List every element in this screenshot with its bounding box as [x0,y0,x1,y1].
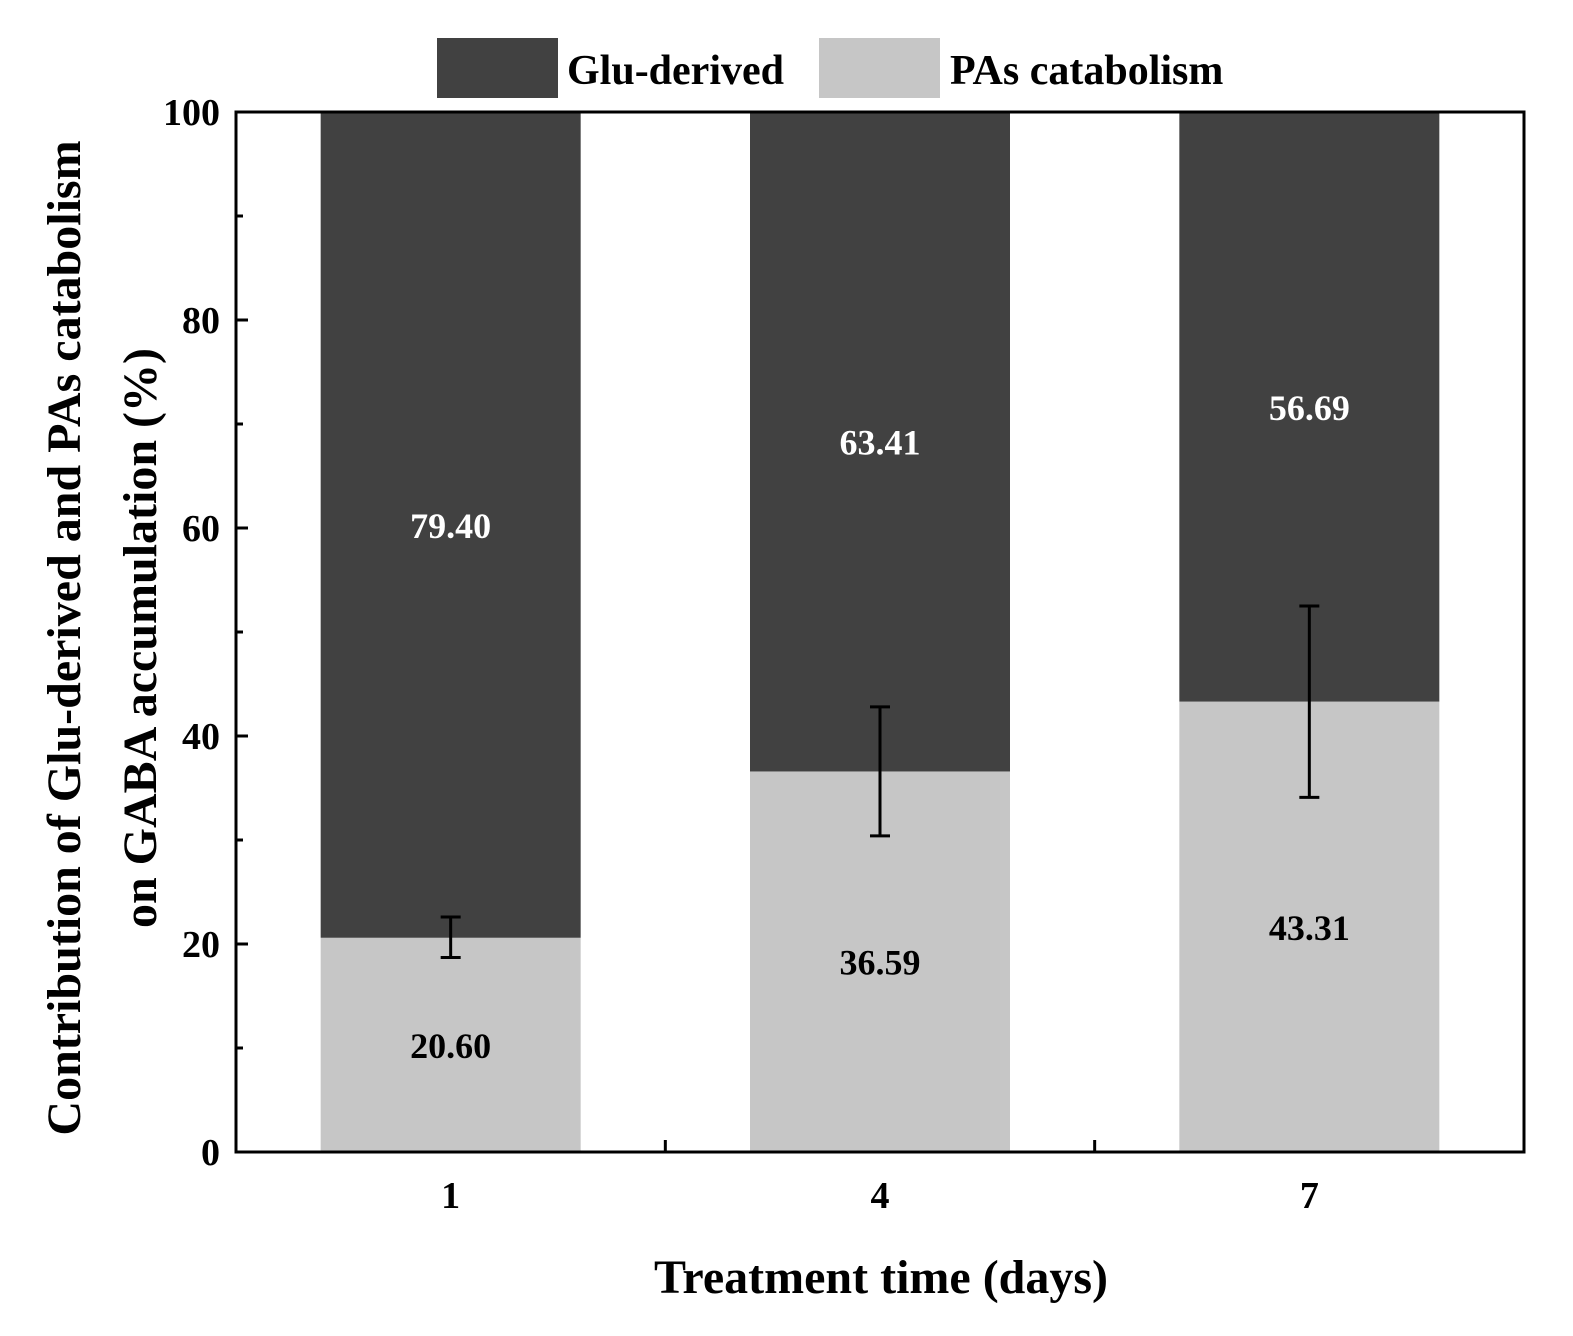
legend: Glu-derived PAs catabolism [437,38,1223,98]
x-tick-label: 4 [871,1175,890,1217]
value-label-glu-derived-day-1: 79.40 [410,506,491,546]
y-tick-label: 0 [201,1132,220,1174]
legend-label-pas-catabolism: PAs catabolism [950,48,1223,94]
value-label-pas-catabolism-day-7: 43.31 [1269,908,1350,948]
y-tick-label: 100 [163,92,220,134]
bar-pas-catabolism-day-1 [320,937,581,1152]
value-label-pas-catabolism-day-1: 20.60 [410,1026,491,1066]
y-tick-label: 60 [182,508,220,550]
legend-label-glu-derived: Glu-derived [567,48,784,94]
x-axis: 1 4 7 [441,1140,1319,1217]
x-tick-label: 1 [441,1175,460,1217]
y-tick-label: 20 [182,924,220,966]
y-axis: 0 20 40 60 80 100 [163,92,248,1174]
y-tick-label: 80 [182,300,220,342]
y-axis-title-line1: Contribution of Glu-derived and PAs cata… [38,140,91,1135]
legend-swatch-glu-derived [437,38,558,98]
value-label-glu-derived-day-4: 63.41 [840,423,921,463]
value-label-glu-derived-day-7: 56.69 [1269,388,1350,428]
bar-glu-derived-day-4 [750,112,1010,772]
x-tick-label: 7 [1300,1175,1319,1217]
error-bars-layer [440,604,1320,960]
bar-glu-derived-day-7 [1179,112,1440,702]
x-axis-title: Treatment time (days) [654,1251,1108,1304]
bars-layer [320,112,1440,1152]
y-tick-label: 40 [182,716,220,758]
value-label-pas-catabolism-day-4: 36.59 [840,943,921,983]
bar-glu-derived-day-1 [320,112,581,938]
value-labels-layer: 20.60 79.40 36.59 63.41 43.31 56.69 [410,388,1350,1066]
legend-swatch-pas-catabolism [819,38,940,98]
y-axis-title-line2: on GABA accumulation (%) [114,348,167,928]
